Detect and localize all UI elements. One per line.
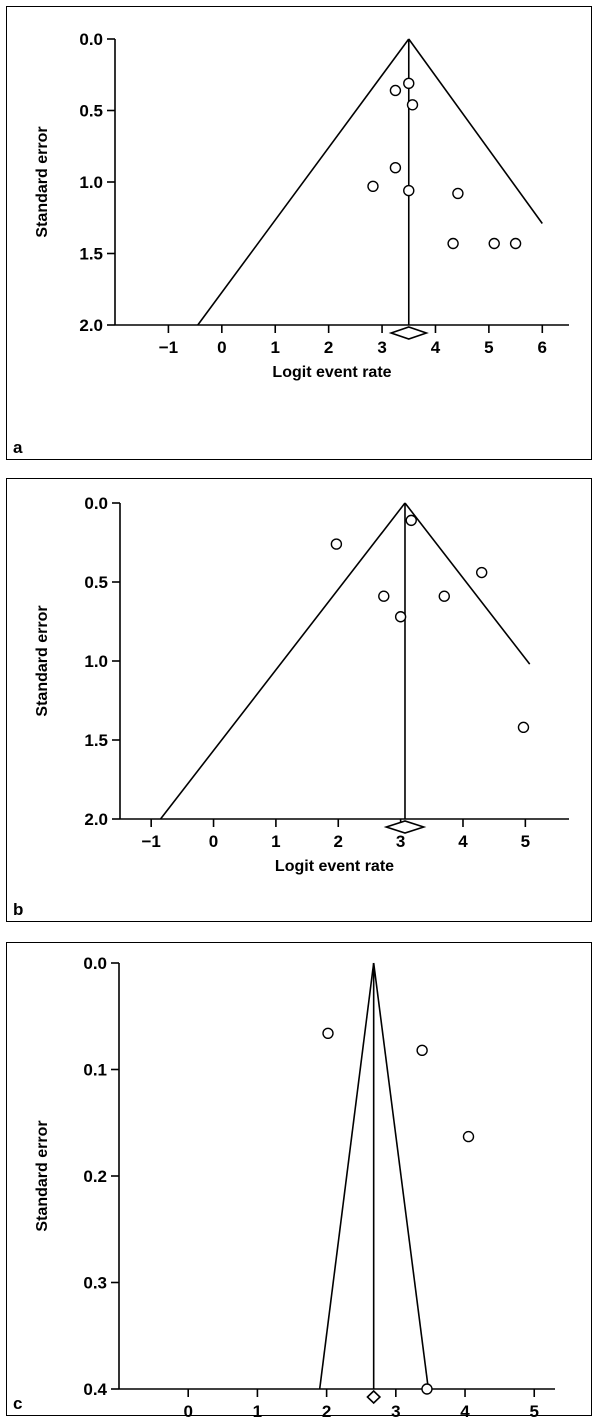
panel-letter: b xyxy=(13,900,23,919)
funnel-plot-a-svg: 0.0 0.5 1.0 1.5 2.0 −1 0 1 2 3 4 5 6 Logit event rate… xyxy=(13,30,569,457)
x-tick-label: 2 xyxy=(322,1402,331,1421)
x-tick-label: 1 xyxy=(271,832,280,851)
y-tick-label: 2.0 xyxy=(84,810,108,829)
y-axis-title: Standard error xyxy=(34,1120,51,1231)
x-axis-title: Logit event rate xyxy=(275,858,394,875)
x-tick-label: 4 xyxy=(458,832,468,851)
funnel-plot-b-svg: 0.0 0.5 1.0 1.5 2.0 −1 0 1 2 3 4 5 Logit event rate S… xyxy=(13,494,569,919)
study-point xyxy=(488,237,500,250)
study-point xyxy=(403,77,415,90)
y-tick-label: 0.3 xyxy=(83,1274,107,1293)
funnel-left-line xyxy=(159,502,406,820)
x-tick-label: 3 xyxy=(377,338,386,357)
study-point xyxy=(462,1130,475,1143)
summary-diamond xyxy=(366,1389,382,1405)
study-point xyxy=(389,84,402,97)
x-tick-label: 4 xyxy=(460,1402,470,1421)
study-point xyxy=(517,721,530,734)
y-tick-label: 0.5 xyxy=(79,102,103,121)
funnel-right-line xyxy=(404,502,531,665)
x-tick-label: 4 xyxy=(431,338,441,357)
study-point xyxy=(438,590,450,602)
x-tick-label: 0 xyxy=(217,338,226,357)
y-tick-label: 0.4 xyxy=(83,1380,107,1399)
y-axis-title: Standard error xyxy=(34,605,51,716)
study-point xyxy=(447,237,459,250)
study-point xyxy=(416,1044,428,1057)
funnel-right-line xyxy=(408,38,543,224)
x-axis-title: Logit event rate xyxy=(272,364,391,381)
x-tick-label: 6 xyxy=(538,338,547,357)
study-point xyxy=(389,161,402,174)
x-tick-label: 3 xyxy=(396,832,405,851)
y-tick-label: 0.2 xyxy=(83,1167,107,1186)
y-tick-label: 0.0 xyxy=(83,954,107,973)
x-tick-label: 2 xyxy=(324,338,333,357)
study-point xyxy=(421,1383,433,1395)
study-point xyxy=(378,590,390,602)
y-tick-label: 1.5 xyxy=(79,245,103,264)
x-tick-label: −1 xyxy=(141,832,160,851)
y-axis-title: Standard error xyxy=(34,126,51,237)
y-tick-label: 0.0 xyxy=(84,494,108,513)
y-tick-label: 1.0 xyxy=(79,173,103,192)
x-tick-label: 3 xyxy=(391,1402,400,1421)
x-tick-label: 0 xyxy=(183,1402,192,1421)
funnel-left-line xyxy=(318,962,375,1390)
study-point xyxy=(475,566,488,579)
study-point xyxy=(322,1027,334,1039)
y-tick-label: 1.5 xyxy=(84,731,108,750)
x-tick-label: −1 xyxy=(159,338,178,357)
study-point xyxy=(452,187,464,200)
summary-diamond xyxy=(388,326,429,340)
study-point xyxy=(406,99,419,111)
panel-letter: a xyxy=(13,438,23,457)
funnel-plot-panel-b: 0.0 0.5 1.0 1.5 2.0 −1 0 1 2 3 4 5 Logit event rate S… xyxy=(6,478,592,922)
x-tick-label: 5 xyxy=(484,338,493,357)
study-point xyxy=(367,180,379,192)
summary-diamond xyxy=(383,820,427,834)
study-point xyxy=(394,611,407,623)
study-point xyxy=(405,514,417,527)
y-tick-label: 0.5 xyxy=(84,573,108,592)
y-tick-label: 1.0 xyxy=(84,652,108,671)
funnel-right-line xyxy=(372,962,430,1390)
y-tick-label: 0.0 xyxy=(79,30,103,49)
study-point xyxy=(403,184,415,197)
y-tick-label: 2.0 xyxy=(79,316,103,335)
panel-letter: c xyxy=(13,1394,22,1413)
study-point xyxy=(330,538,343,550)
x-tick-label: 5 xyxy=(521,832,530,851)
x-tick-label: 1 xyxy=(271,338,280,357)
x-tick-label: 1 xyxy=(253,1402,262,1421)
funnel-plot-panel-a: 0.0 0.5 1.0 1.5 2.0 −1 0 1 2 3 4 5 6 Logit event rate… xyxy=(6,6,592,460)
x-tick-label: 5 xyxy=(530,1402,539,1421)
funnel-left-line xyxy=(197,38,410,326)
study-point xyxy=(509,237,522,250)
y-tick-label: 0.1 xyxy=(83,1061,107,1080)
x-tick-label: 2 xyxy=(334,832,343,851)
x-tick-label: 0 xyxy=(209,832,218,851)
